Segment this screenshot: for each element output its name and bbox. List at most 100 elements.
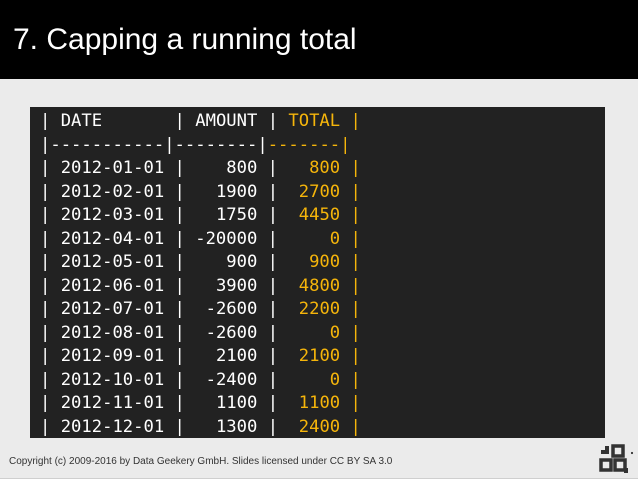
cell-amount: -20000	[195, 228, 258, 249]
cell-date: 2012-03-01	[60, 205, 165, 225]
copyright-footer: Copyright (c) 2009-2016 by Data Geekery …	[9, 456, 393, 467]
cell-date: 2012-10-01	[60, 369, 165, 390]
cell-padding	[288, 229, 329, 249]
table-row: | 2012-01-01 | 800 | 800 |	[40, 157, 361, 181]
slide-title: 7. Capping a running total	[13, 23, 357, 56]
cell-amount: 1100	[215, 393, 258, 413]
column-separator: |	[40, 228, 61, 249]
column-separator: |	[257, 369, 289, 390]
column-separator: |	[164, 346, 196, 366]
separator-amount: --------	[174, 134, 258, 155]
cell-total: 0	[329, 322, 341, 343]
column-separator: |	[164, 393, 196, 413]
cell-date: 2012-04-01	[60, 228, 165, 249]
cell-padding	[195, 182, 216, 202]
cell-date: 2012-12-01	[60, 416, 165, 437]
cell-date: 2012-09-01	[60, 346, 165, 366]
table-header-row: | DATE | AMOUNT | TOTAL |	[40, 110, 361, 134]
column-separator: |	[164, 416, 196, 437]
column-separator: |	[164, 228, 196, 249]
cell-padding	[288, 323, 329, 343]
cell-total: 900	[309, 252, 341, 272]
column-separator: |	[40, 393, 61, 413]
column-separator: |	[40, 158, 61, 178]
column-separator: |	[340, 205, 361, 225]
column-separator: |	[40, 275, 61, 296]
column-separator: |	[40, 299, 61, 319]
column-separator: |	[340, 252, 361, 272]
column-separator: |	[340, 346, 361, 366]
cell-date: 2012-01-01	[60, 158, 165, 178]
cell-amount: 800	[226, 158, 258, 178]
separator-total: -------	[267, 134, 341, 155]
jooq-logo-icon	[599, 444, 634, 473]
cell-padding	[288, 393, 298, 413]
column-separator: |	[164, 158, 196, 178]
column-separator: |	[257, 393, 289, 413]
column-separator: |	[340, 369, 361, 390]
cell-amount: -2600	[205, 322, 258, 343]
cell-total: 0	[329, 369, 341, 390]
cell-amount: 1900	[215, 181, 258, 202]
table-row: | 2012-04-01 | -20000 | 0 |	[40, 228, 361, 252]
column-separator: |	[340, 181, 361, 202]
cell-total: 4450	[298, 205, 341, 225]
cell-amount: -2600	[205, 299, 258, 319]
cell-date: 2012-07-01	[60, 299, 165, 319]
cell-amount: 1750	[215, 205, 258, 225]
cell-padding	[195, 252, 226, 272]
cell-date: 2012-06-01	[60, 275, 165, 296]
column-separator: |	[40, 416, 61, 437]
table-row: | 2012-11-01 | 1100 | 1100 |	[40, 392, 361, 416]
column-separator: |	[164, 252, 196, 272]
cell-padding	[195, 346, 216, 366]
column-separator: |	[257, 275, 289, 296]
header-total: TOTAL	[288, 111, 341, 131]
cell-amount: 2100	[215, 346, 258, 366]
code-panel: | DATE | AMOUNT | TOTAL | | ----------- | --…	[30, 107, 605, 438]
cell-padding	[195, 299, 205, 319]
cell-date: 2012-08-01	[60, 322, 165, 343]
table-row: | 2012-08-01 | -2600 | 0 |	[40, 322, 361, 346]
column-separator: |	[40, 111, 61, 131]
column-separator: |	[257, 322, 289, 343]
cell-date: 2012-11-01	[60, 393, 165, 413]
column-separator: |	[164, 299, 196, 319]
table-row: | 2012-09-01 | 2100 | 2100 |	[40, 345, 361, 369]
column-separator: |	[40, 252, 61, 272]
header-amount: AMOUNT	[195, 111, 258, 131]
cell-date: 2012-02-01	[60, 181, 165, 202]
column-separator: |	[257, 158, 289, 178]
cell-date: 2012-05-01	[60, 252, 165, 272]
column-separator: |	[257, 181, 289, 202]
table-row: | 2012-07-01 | -2600 | 2200 |	[40, 298, 361, 322]
cell-amount: -2400	[205, 369, 258, 390]
column-separator: |	[257, 252, 289, 272]
separator-date: -----------	[50, 134, 165, 155]
column-separator: |	[340, 158, 361, 178]
column-separator: |	[40, 322, 61, 343]
table-row: | 2012-06-01 | 3900 | 4800 |	[40, 275, 361, 299]
column-separator: |	[257, 205, 289, 225]
column-separator: |	[164, 275, 196, 296]
cell-padding	[195, 370, 205, 390]
cell-padding	[288, 417, 298, 437]
column-separator: |	[164, 322, 196, 343]
cell-amount: 900	[226, 252, 258, 272]
column-separator: |	[340, 416, 361, 437]
column-separator: |	[340, 228, 361, 249]
cell-total: 800	[309, 158, 341, 178]
cell-padding	[195, 276, 216, 296]
cell-padding	[288, 276, 298, 296]
table-row: | 2012-02-01 | 1900 | 2700 |	[40, 181, 361, 205]
header-date: DATE	[60, 111, 103, 131]
cell-total: 0	[329, 228, 341, 249]
cell-padding	[195, 323, 205, 343]
column-separator: |	[40, 369, 61, 390]
cell-padding	[288, 299, 298, 319]
cell-total: 2200	[298, 299, 341, 319]
cell-padding	[288, 252, 309, 272]
column-separator: |	[340, 299, 361, 319]
column-separator: |	[340, 322, 361, 343]
column-separator: |	[164, 134, 175, 155]
